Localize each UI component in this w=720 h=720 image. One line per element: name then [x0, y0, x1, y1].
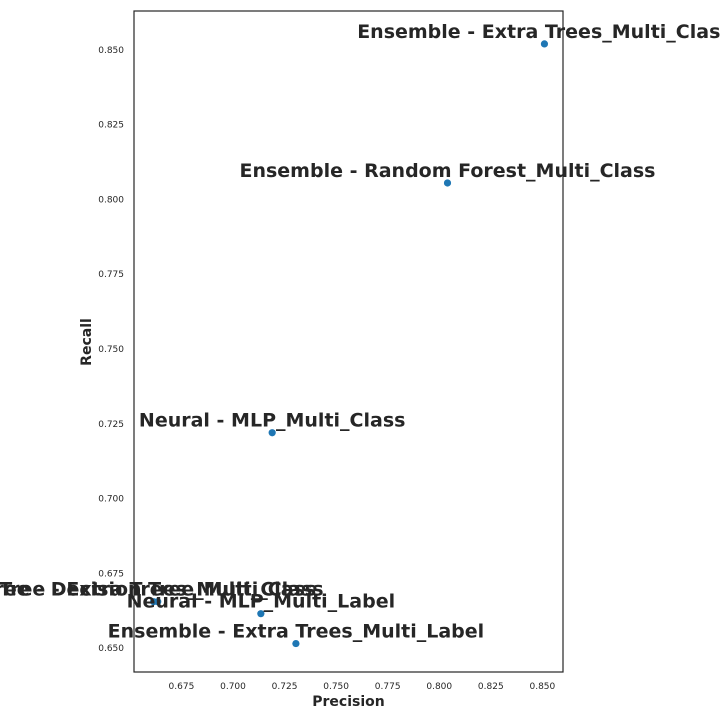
y-tick-label: 0.825	[98, 121, 124, 131]
y-tick-label: 0.775	[98, 270, 124, 280]
x-tick-label: 0.775	[375, 682, 401, 692]
point-label: Neural - MLP_Multi_Class	[139, 410, 406, 432]
x-axis-ticks: 0.675 0.700 0.725 0.750 0.775 0.800 0.825 0.850	[169, 682, 556, 692]
point-label: Neural - MLP_Multi_Label	[127, 591, 396, 613]
point-label: Ensemble - Random Forest_Multi_Class	[239, 160, 655, 182]
data-point	[443, 179, 452, 187]
point-label: Ensemble - Extra Trees_Multi_Class	[357, 21, 720, 43]
x-tick-label: 0.750	[323, 682, 349, 692]
data-points	[149, 40, 549, 648]
data-point	[257, 610, 265, 618]
x-tick-label: 0.675	[169, 682, 195, 692]
y-tick-label: 0.800	[98, 195, 124, 205]
data-point	[292, 639, 300, 648]
data-point	[154, 598, 162, 606]
point-label: Ensemble - Extra Trees_Multi_Label	[108, 621, 485, 643]
point-label: Tree - Decision Tree_Multi_Class	[0, 579, 324, 601]
y-axis-label: Recall	[79, 318, 95, 366]
x-tick-label: 0.825	[478, 682, 504, 692]
y-tick-label: 0.700	[98, 495, 124, 505]
data-point	[540, 40, 549, 48]
x-tick-label: 0.700	[220, 682, 246, 692]
data-point	[268, 429, 276, 437]
x-axis-label: Precision	[312, 694, 384, 710]
y-tick-label: 0.675	[98, 569, 124, 579]
y-tick-label: 0.850	[98, 46, 124, 56]
y-tick-label: 0.750	[98, 345, 124, 355]
y-tick-label: 0.725	[98, 420, 124, 430]
plot-area	[133, 10, 564, 673]
x-tick-label: 0.725	[272, 682, 298, 692]
x-tick-label: 0.850	[529, 682, 555, 692]
y-tick-label: 0.650	[98, 644, 124, 654]
point-labels: Ensemble - Extra Trees_Multi_Class Ensemb…	[0, 21, 720, 643]
y-axis-ticks: 0.650 0.675 0.700 0.725 0.750 0.775 0.800 0.825…	[98, 46, 124, 654]
point-label: Tree - Extra Trees_Multi_Class	[0, 579, 316, 601]
x-tick-label: 0.800	[426, 682, 452, 692]
